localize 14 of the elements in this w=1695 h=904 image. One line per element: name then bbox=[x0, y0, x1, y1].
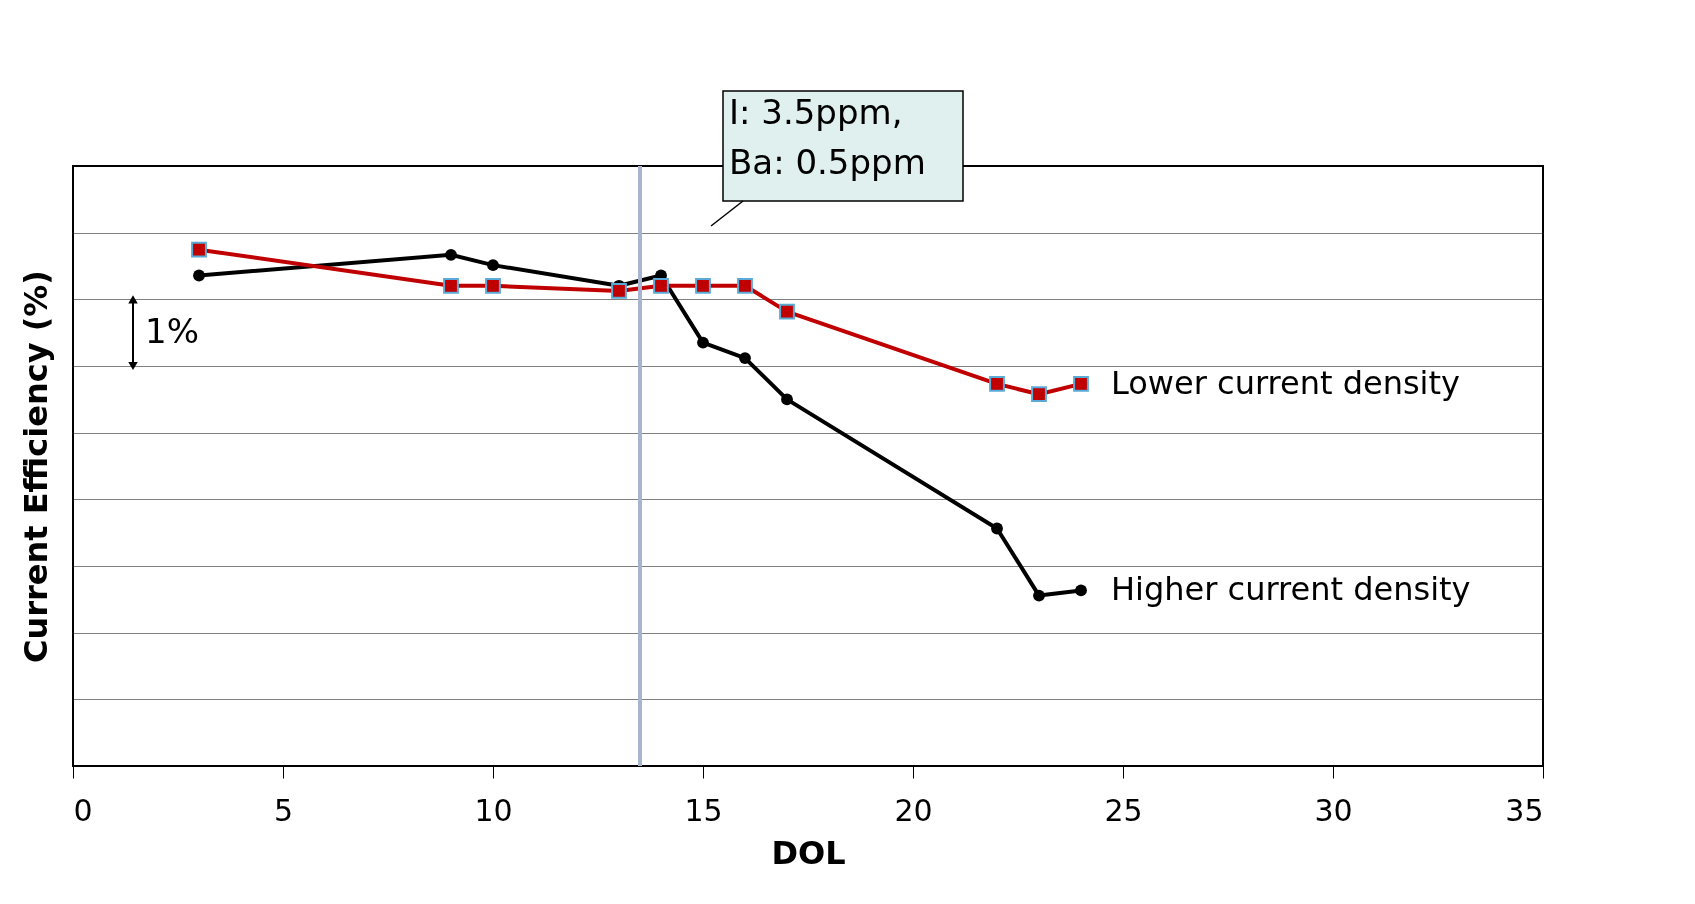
x-tick-label: 25 bbox=[1104, 792, 1143, 828]
x-tick-label: 20 bbox=[894, 792, 933, 828]
x-tick-label: 0 bbox=[73, 792, 93, 828]
x-axis-title: DOL bbox=[771, 833, 846, 872]
x-tick-label: 15 bbox=[684, 792, 723, 828]
text: I: 3.5ppm, Ba: 0.5ppm bbox=[729, 92, 926, 182]
annotation: 1% bbox=[145, 310, 199, 351]
series-label: Higher current density bbox=[1111, 570, 1471, 609]
x-tick-label: 30 bbox=[1314, 792, 1353, 828]
x-tick-label: 35 bbox=[1505, 792, 1544, 828]
series-label: Lower current density bbox=[1111, 363, 1460, 402]
y-axis-title: Current Efficiency (%) bbox=[16, 270, 55, 663]
x-tick-label: 10 bbox=[474, 792, 513, 828]
x-tick-label: 5 bbox=[273, 792, 294, 828]
